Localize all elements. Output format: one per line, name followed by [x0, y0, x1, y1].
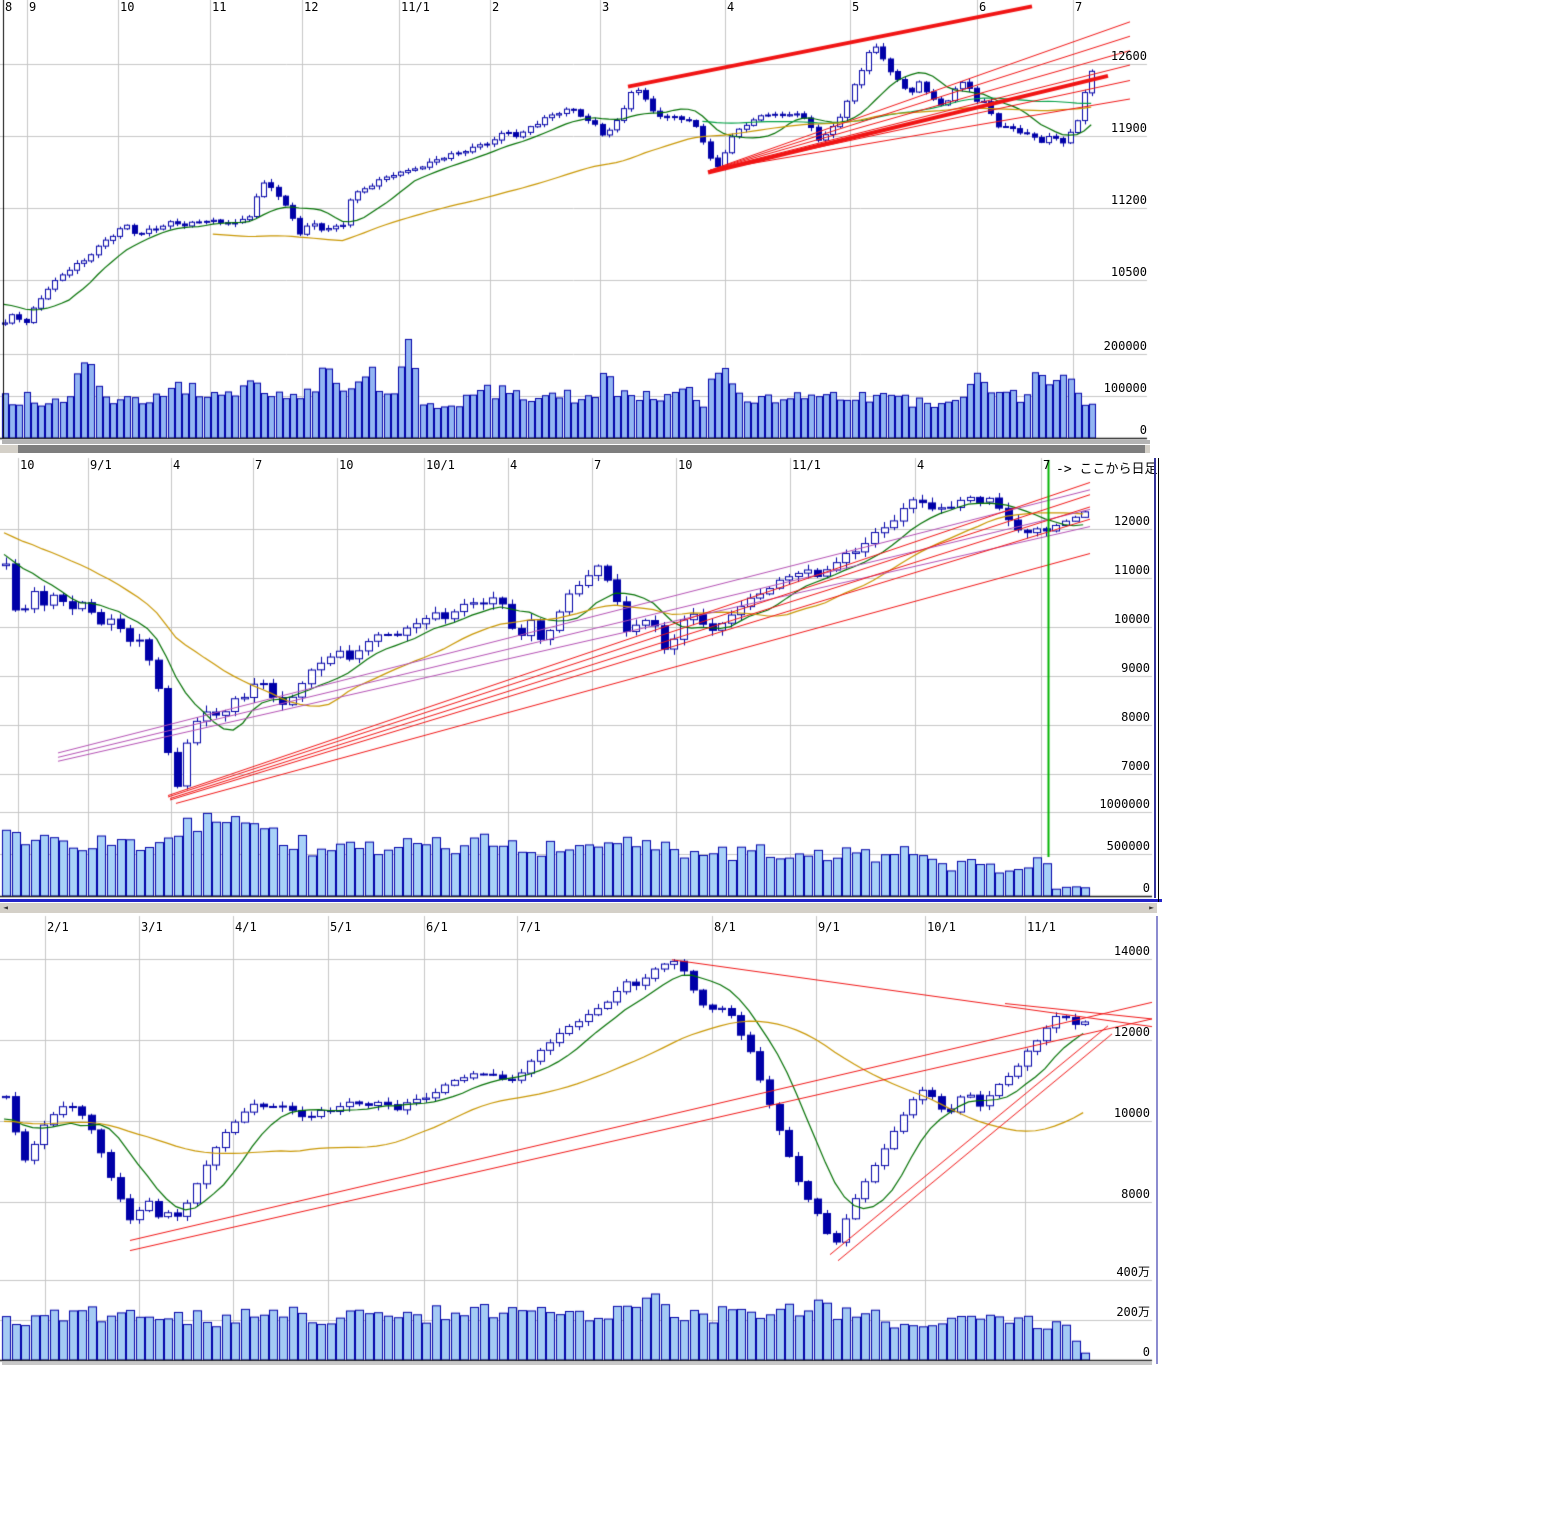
x-axis-label: 7 [1075, 0, 1083, 14]
x-axis-label: 3 [602, 0, 610, 14]
x-axis-label: 10 [120, 0, 135, 14]
price-axis-label: 12600 [1110, 49, 1147, 63]
price-axis-label: 12000 [1113, 514, 1150, 528]
panel3-window-top-edge [0, 899, 1162, 902]
panel1-bottom-shadow [2, 440, 1150, 444]
price-axis-label: 8000 [1121, 710, 1150, 724]
volume-axis-label: 200000 [1103, 339, 1147, 353]
volume-axis-label: 200万 [1116, 1305, 1150, 1319]
panel3-bottom-shadow [2, 1362, 1152, 1365]
x-axis-label: 4 [510, 458, 518, 472]
x-axis-label: 10 [20, 458, 35, 472]
candlestick-charts-canvas[interactable] [0, 0, 1552, 1400]
scroll-right-icon[interactable]: ► [1146, 903, 1157, 913]
x-axis-label: 10 [339, 458, 354, 472]
x-axis-label: 10/1 [426, 458, 455, 472]
x-axis-label: 2/1 [47, 920, 69, 934]
x-axis-label: 9/1 [818, 920, 840, 934]
x-axis-label: 8/1 [714, 920, 736, 934]
x-axis-label: 11/1 [1027, 920, 1056, 934]
x-axis-label: 7 [594, 458, 602, 472]
x-axis-label: 4 [917, 458, 925, 472]
x-axis-label: 5 [852, 0, 860, 14]
price-axis-label: 14000 [1113, 944, 1150, 958]
panel1-horizontal-scrollbar[interactable] [0, 445, 1150, 453]
x-axis-label: 6/1 [426, 920, 448, 934]
panel2-right-border-outer [1158, 458, 1159, 902]
price-axis-label: 11000 [1113, 563, 1150, 577]
price-axis-label: 10500 [1110, 265, 1147, 279]
panel3-right-border [1156, 916, 1158, 1364]
x-axis-label: 4/1 [235, 920, 257, 934]
x-axis-label: 12 [304, 0, 319, 14]
x-axis-label: 11/1 [401, 0, 430, 14]
daily-start-annotation: -> ここから日足 [1056, 462, 1158, 477]
x-axis-label: 11 [212, 0, 227, 14]
x-axis-label: 3/1 [141, 920, 163, 934]
volume-axis-label: 400万 [1116, 1265, 1150, 1279]
x-axis-label: 4 [727, 0, 735, 14]
panel2-right-border [1154, 458, 1156, 898]
volume-axis-label: 1000000 [1099, 797, 1150, 811]
price-axis-label: 10000 [1113, 1106, 1150, 1120]
volume-axis-label: 0 [1142, 881, 1150, 895]
x-axis-label: 9 [29, 0, 37, 14]
x-axis-label: 10 [678, 458, 693, 472]
price-axis-label: 8000 [1121, 1187, 1150, 1201]
scroll-left-icon[interactable]: ◄ [0, 903, 11, 913]
x-axis-label: 7 [1043, 458, 1051, 472]
panel1-scrollbar-thumb[interactable] [18, 445, 1145, 453]
price-axis-label: 9000 [1121, 661, 1150, 675]
x-axis-label: 8 [5, 0, 13, 14]
volume-axis-label: 100000 [1103, 381, 1147, 395]
x-axis-label: 7 [255, 458, 263, 472]
x-axis-label: 6 [979, 0, 987, 14]
volume-axis-label: 500000 [1106, 839, 1150, 853]
x-axis-label: 11/1 [792, 458, 821, 472]
price-axis-label: 10000 [1113, 612, 1150, 626]
x-axis-label: 7/1 [519, 920, 541, 934]
price-axis-label: 7000 [1121, 759, 1150, 773]
price-axis-label: 12000 [1113, 1025, 1150, 1039]
panel2-horizontal-scrollbar[interactable]: ◄ ► [0, 903, 1157, 913]
x-axis-label: 10/1 [927, 920, 956, 934]
price-axis-label: 11200 [1110, 193, 1147, 207]
x-axis-label: 5/1 [330, 920, 352, 934]
x-axis-label: 4 [173, 458, 181, 472]
volume-axis-label: 0 [1139, 423, 1147, 437]
volume-axis-label: 0 [1142, 1345, 1150, 1359]
x-axis-label: 9/1 [90, 458, 112, 472]
x-axis-label: 2 [492, 0, 500, 14]
price-axis-label: 11900 [1110, 121, 1147, 135]
